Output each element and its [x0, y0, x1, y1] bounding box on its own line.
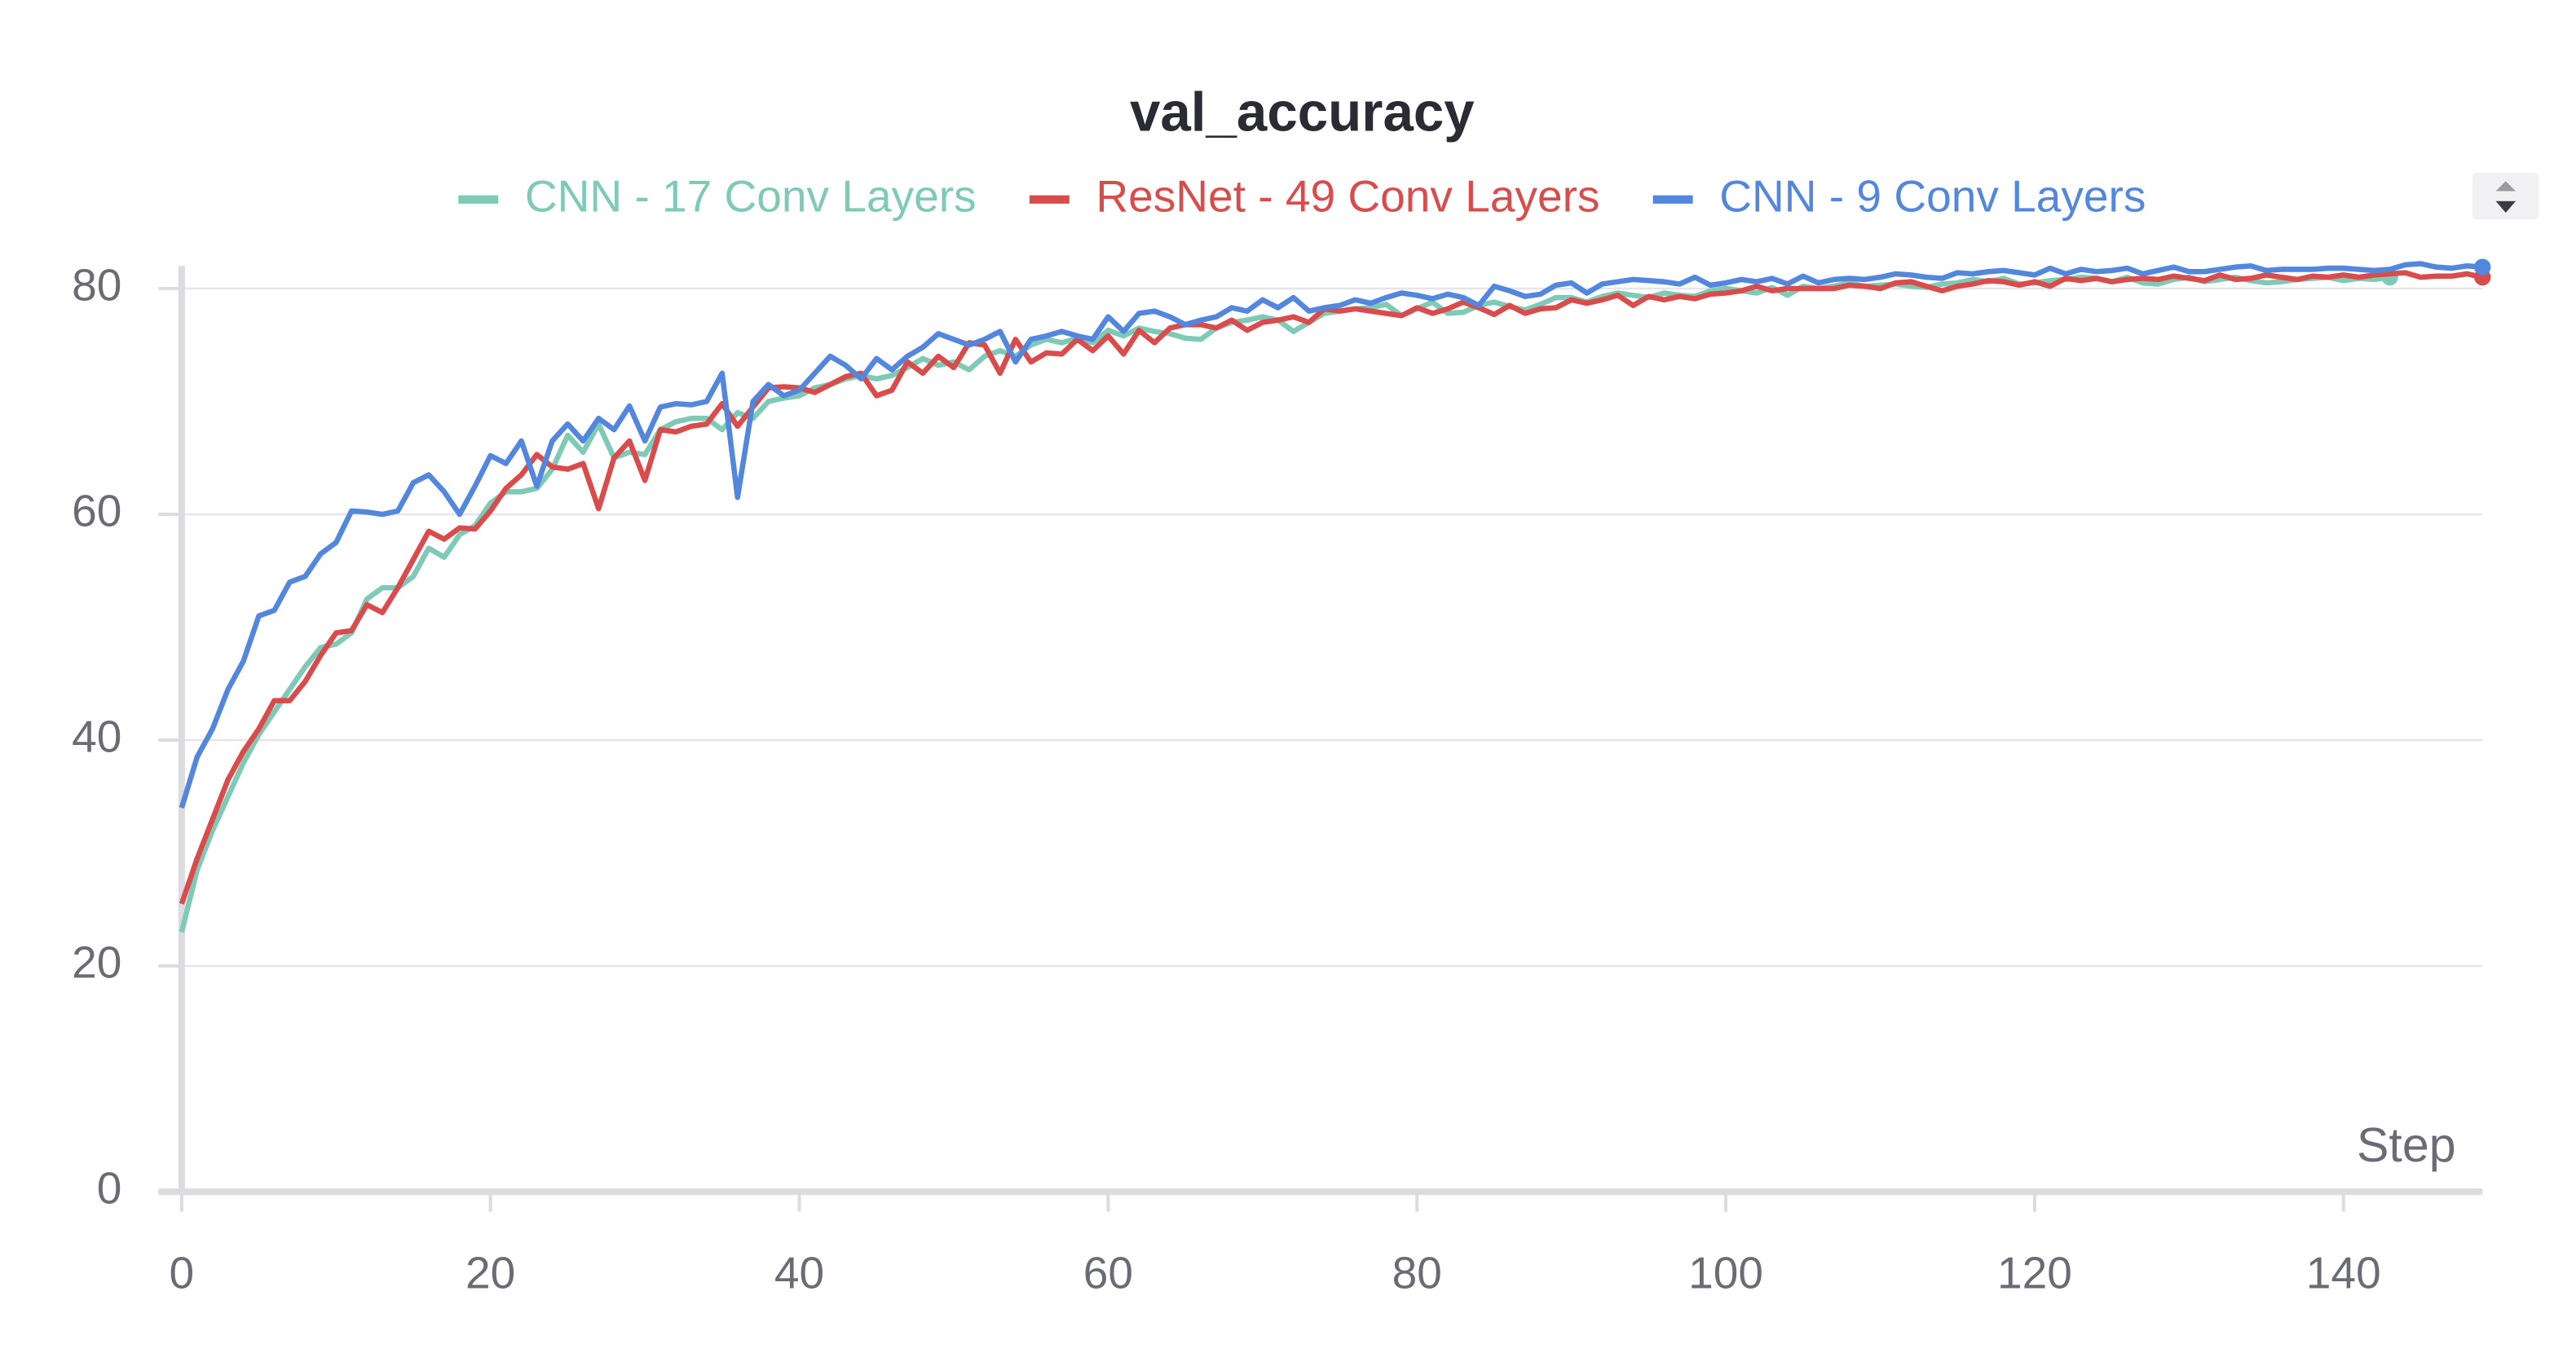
- x-tick-label: 40: [774, 1248, 824, 1298]
- legend: CNN - 17 Conv Layers ResNet - 49 Conv Lay…: [458, 170, 2146, 221]
- y-tick-label: 80: [72, 260, 121, 311]
- x-tick-label: 140: [2306, 1248, 2381, 1298]
- x-tick-label: 20: [465, 1248, 515, 1298]
- y-tick-label: 20: [72, 937, 121, 988]
- legend-label: CNN - 17 Conv Layers: [525, 170, 977, 221]
- y-tick-label: 0: [97, 1163, 122, 1214]
- y-tick-label: 40: [72, 712, 121, 762]
- x-axis-label: Step: [2357, 1117, 2456, 1172]
- y-tick-label: 60: [72, 486, 121, 536]
- legend-label: ResNet - 49 Conv Layers: [1096, 170, 1599, 221]
- scroll-box: [2472, 173, 2539, 220]
- legend-item: ResNet - 49 Conv Layers: [1029, 170, 1599, 221]
- scroll-control[interactable]: [2472, 173, 2539, 220]
- legend-item: CNN - 17 Conv Layers: [458, 170, 977, 221]
- legend-item: CNN - 9 Conv Layers: [1652, 170, 2146, 221]
- x-tick-label: 80: [1392, 1248, 1442, 1298]
- end-point: [2474, 258, 2491, 275]
- x-tick-label: 100: [1688, 1248, 1763, 1298]
- arrow-down: [2495, 201, 2516, 214]
- series-line: [179, 270, 2483, 906]
- legend-label: CNN - 9 Conv Layers: [1719, 170, 2146, 221]
- series-line: [179, 274, 2391, 933]
- chart-title: val_accuracy: [1130, 82, 1475, 143]
- x-tick-label: 60: [1083, 1248, 1133, 1298]
- x-tick-label: 0: [170, 1248, 195, 1298]
- series-line: [179, 261, 2483, 809]
- x-tick-label: 120: [1997, 1248, 2072, 1298]
- arrow-up: [2495, 181, 2516, 192]
